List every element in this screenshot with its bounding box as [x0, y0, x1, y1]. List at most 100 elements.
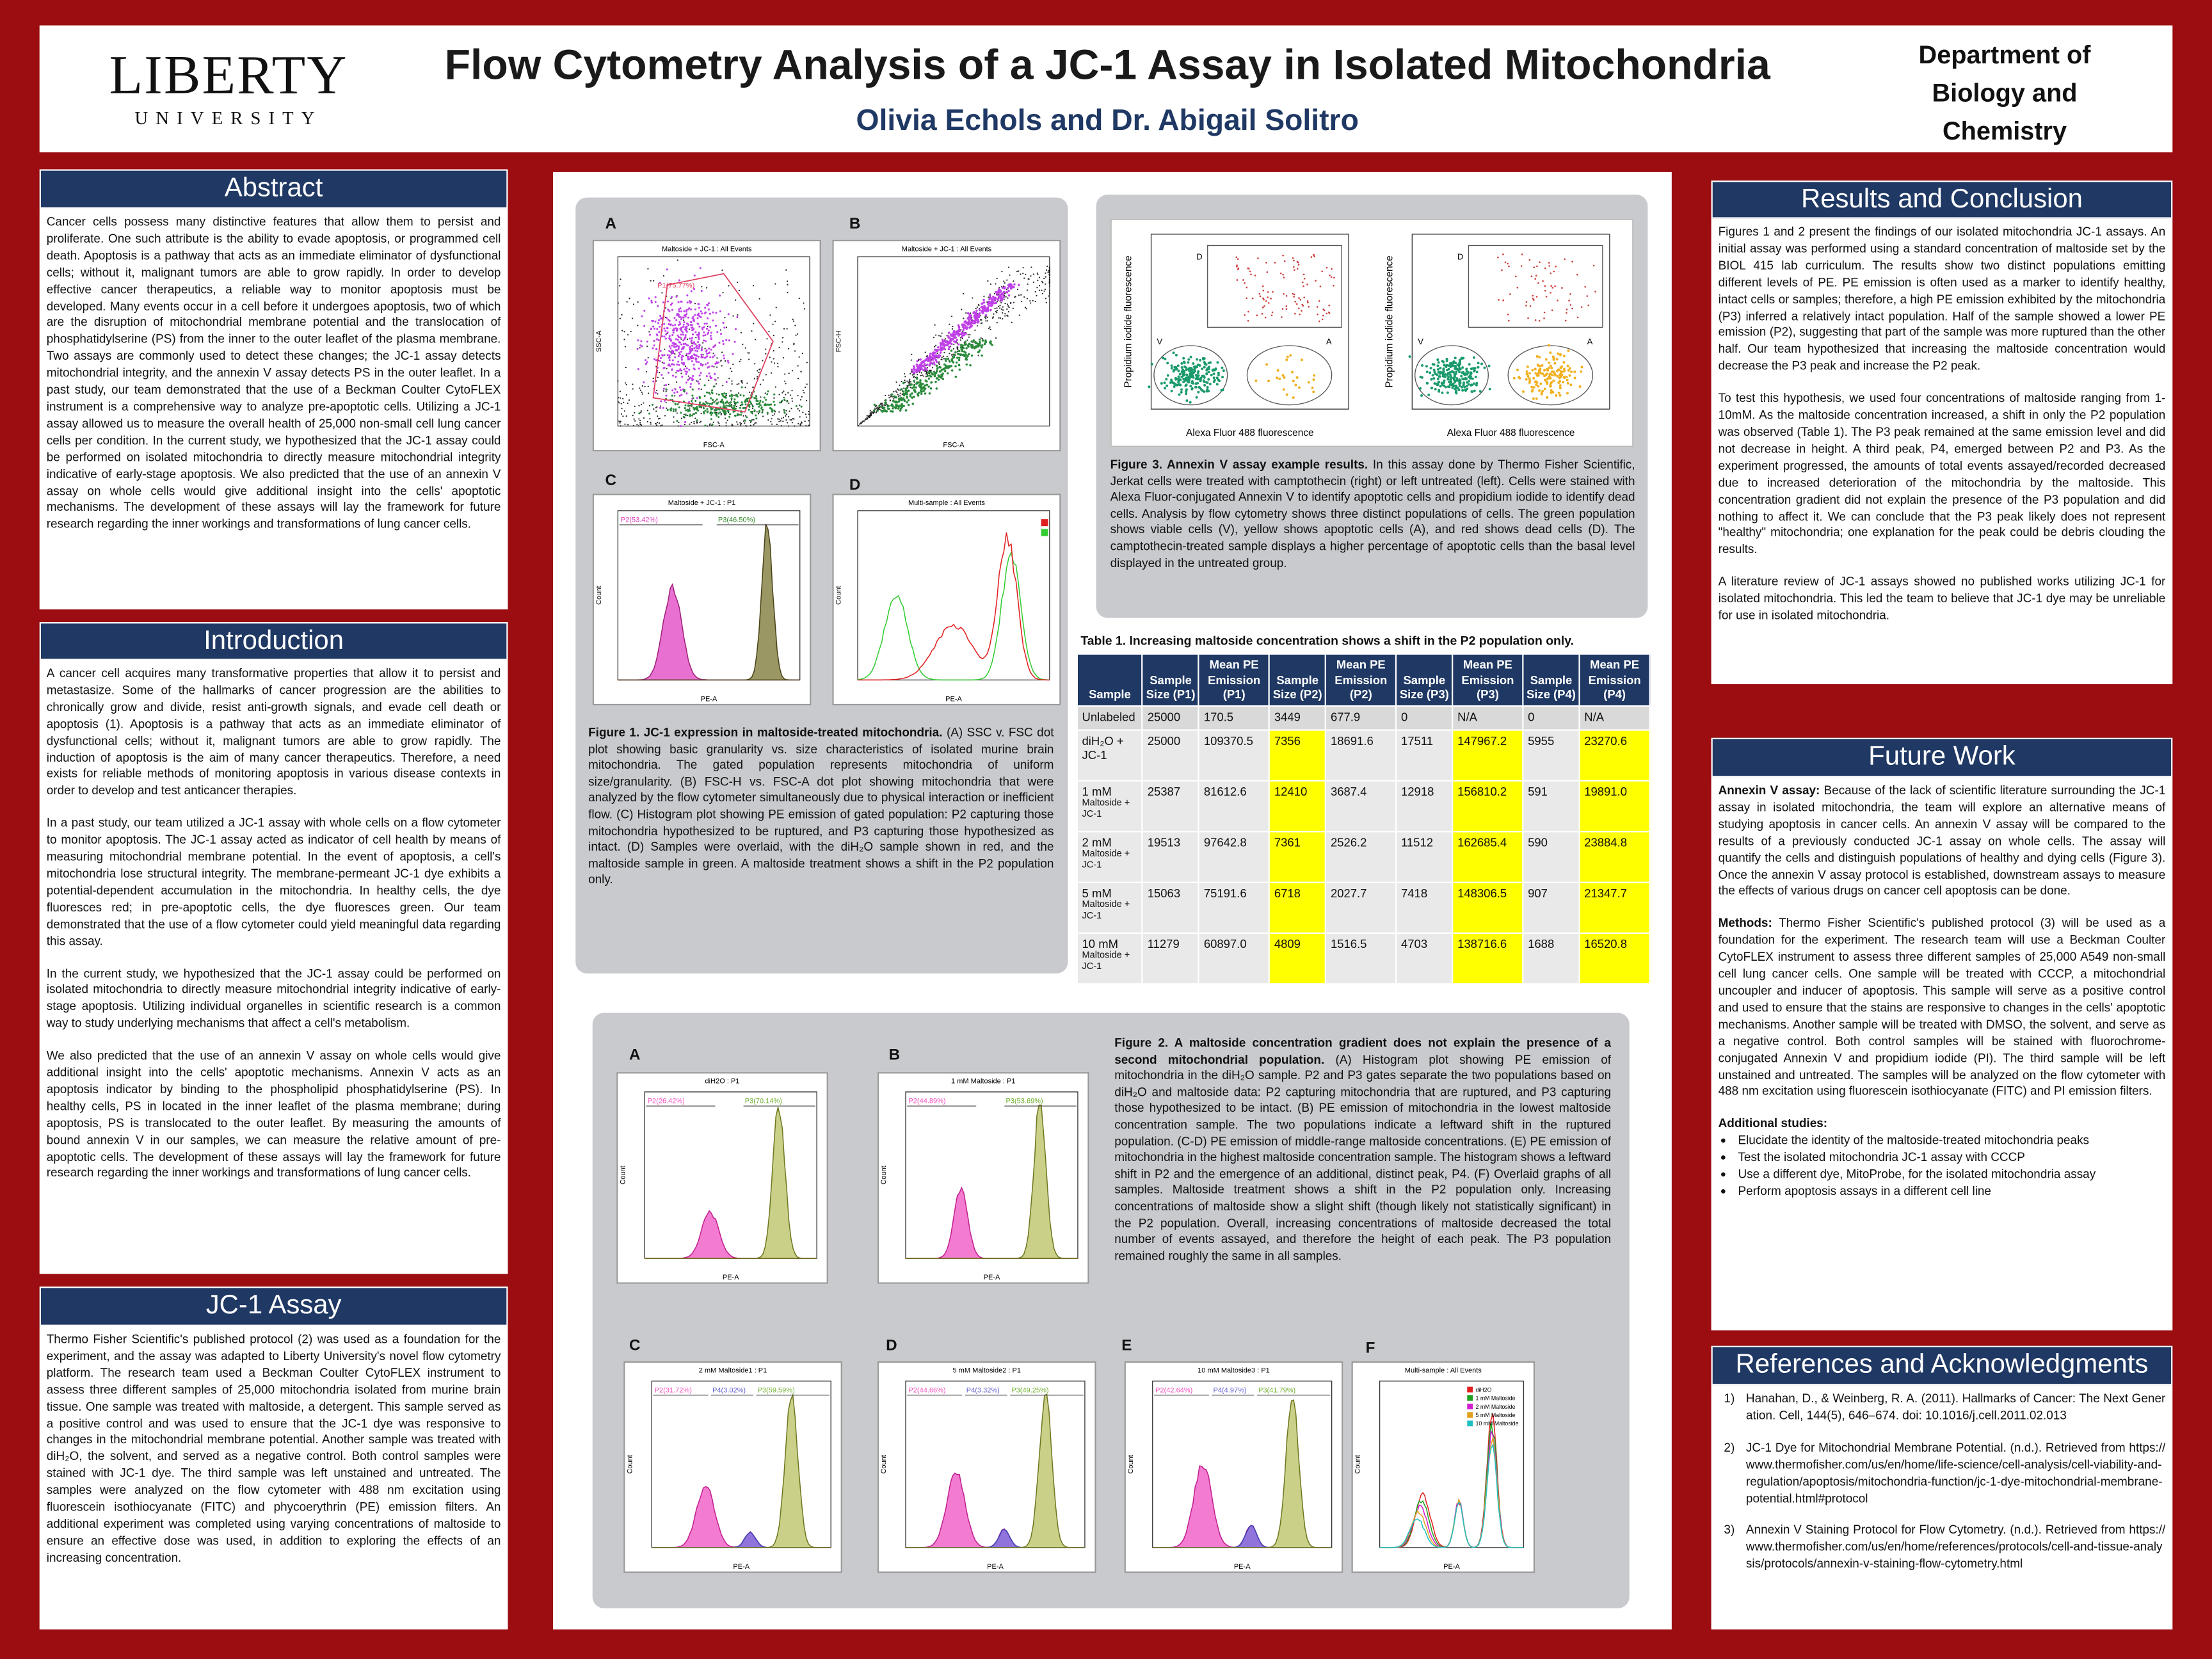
dot	[1294, 269, 1295, 271]
section-heading: References and Acknowledgments	[1711, 1345, 2173, 1386]
dot	[703, 403, 707, 406]
dot	[694, 357, 697, 360]
dot	[725, 401, 727, 404]
dot	[729, 413, 732, 415]
plot-title: diH2O : P1	[705, 1078, 740, 1086]
dot	[769, 407, 772, 410]
dot	[672, 408, 675, 411]
dot	[701, 285, 703, 288]
histogram	[645, 1107, 817, 1259]
dot	[900, 397, 902, 399]
paragraph: Cancer cells possess many distinctive fe…	[46, 214, 501, 531]
dot	[970, 321, 973, 325]
dot	[1194, 369, 1197, 373]
dot	[943, 358, 945, 360]
dot	[1326, 266, 1328, 269]
dot	[1330, 276, 1333, 278]
dot	[1533, 266, 1535, 269]
dot	[725, 405, 728, 407]
dot	[666, 408, 669, 411]
dot	[878, 405, 881, 408]
dot	[1516, 287, 1519, 289]
dot	[1487, 364, 1491, 367]
dot	[637, 368, 639, 371]
dot	[1217, 371, 1220, 374]
dot	[694, 417, 696, 419]
dot	[962, 353, 965, 357]
dot	[993, 299, 996, 302]
dot	[1542, 280, 1544, 282]
dot	[787, 416, 790, 418]
dot	[885, 399, 887, 402]
dot	[1203, 365, 1206, 369]
dot	[783, 390, 785, 392]
dot	[710, 413, 712, 416]
dot	[804, 421, 806, 422]
dot	[984, 314, 988, 317]
list-item: Elucidate the identity of the maltoside-…	[1738, 1133, 2165, 1150]
dot	[780, 401, 783, 403]
dot	[1205, 369, 1208, 372]
dot	[643, 325, 646, 327]
dot	[1474, 376, 1477, 379]
dot	[888, 394, 890, 396]
dot	[977, 355, 979, 357]
dot	[1553, 270, 1555, 273]
dot	[884, 403, 887, 405]
dot	[701, 346, 703, 348]
dot	[1271, 311, 1274, 314]
dot	[1000, 298, 1002, 301]
dot	[680, 373, 682, 374]
dot	[950, 358, 954, 361]
dot	[962, 328, 965, 332]
dot	[1331, 268, 1333, 270]
dot	[1006, 279, 1008, 281]
dot	[783, 328, 785, 330]
table-cell: 12918	[1395, 779, 1454, 832]
dot	[689, 349, 693, 351]
dot	[677, 403, 679, 406]
dot	[655, 410, 657, 412]
dot	[1323, 309, 1326, 312]
dot	[680, 310, 683, 313]
dot	[708, 392, 710, 394]
dot	[1254, 275, 1256, 276]
table-cell: 17511	[1395, 728, 1454, 781]
dot	[671, 394, 673, 397]
dot	[735, 405, 737, 408]
dot	[1185, 392, 1188, 396]
dot	[622, 397, 624, 399]
y-axis-label: Count	[595, 586, 603, 604]
dot	[904, 376, 906, 378]
dot	[678, 345, 680, 348]
dot	[617, 397, 620, 399]
table-cell: 147967.2	[1452, 728, 1524, 781]
dot	[790, 394, 792, 396]
dot	[885, 410, 888, 413]
dot	[637, 339, 639, 342]
dot	[1046, 265, 1048, 268]
dot	[1180, 370, 1183, 373]
dot	[698, 343, 701, 346]
dot	[1180, 362, 1183, 365]
dot	[1434, 387, 1437, 390]
dot	[1302, 273, 1305, 276]
dot	[725, 422, 727, 424]
list-label: Additional studies:	[1718, 1116, 1828, 1131]
dot	[629, 298, 630, 300]
dot	[1570, 370, 1573, 373]
dot	[1006, 303, 1009, 305]
dot	[661, 374, 663, 376]
dot	[1264, 316, 1267, 319]
y-axis-label: Count	[619, 1166, 627, 1184]
dot	[667, 371, 670, 374]
dot	[723, 396, 726, 398]
dot	[1454, 367, 1457, 370]
dot	[673, 317, 676, 319]
dot	[715, 312, 717, 314]
dot	[1549, 351, 1552, 355]
dot	[1148, 385, 1151, 389]
dot	[998, 293, 1000, 295]
dot	[1205, 363, 1208, 366]
dot	[787, 280, 789, 282]
